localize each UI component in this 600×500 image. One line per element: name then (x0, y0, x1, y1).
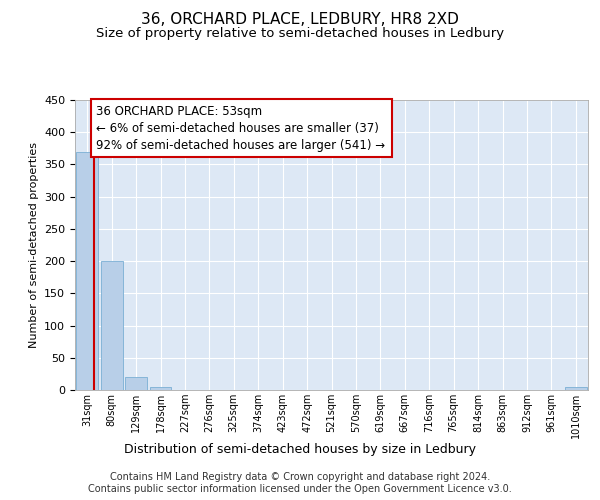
Text: Size of property relative to semi-detached houses in Ledbury: Size of property relative to semi-detach… (96, 28, 504, 40)
Text: 36 ORCHARD PLACE: 53sqm
← 6% of semi-detached houses are smaller (37)
92% of sem: 36 ORCHARD PLACE: 53sqm ← 6% of semi-det… (97, 104, 386, 152)
Text: 36, ORCHARD PLACE, LEDBURY, HR8 2XD: 36, ORCHARD PLACE, LEDBURY, HR8 2XD (141, 12, 459, 28)
Bar (101, 261, 122, 390)
Bar (125, 377, 147, 390)
Bar (565, 387, 587, 390)
Bar (76, 152, 98, 390)
Text: Distribution of semi-detached houses by size in Ledbury: Distribution of semi-detached houses by … (124, 442, 476, 456)
Bar (149, 387, 172, 390)
Text: Contains HM Land Registry data © Crown copyright and database right 2024.
Contai: Contains HM Land Registry data © Crown c… (88, 472, 512, 494)
Y-axis label: Number of semi-detached properties: Number of semi-detached properties (29, 142, 38, 348)
